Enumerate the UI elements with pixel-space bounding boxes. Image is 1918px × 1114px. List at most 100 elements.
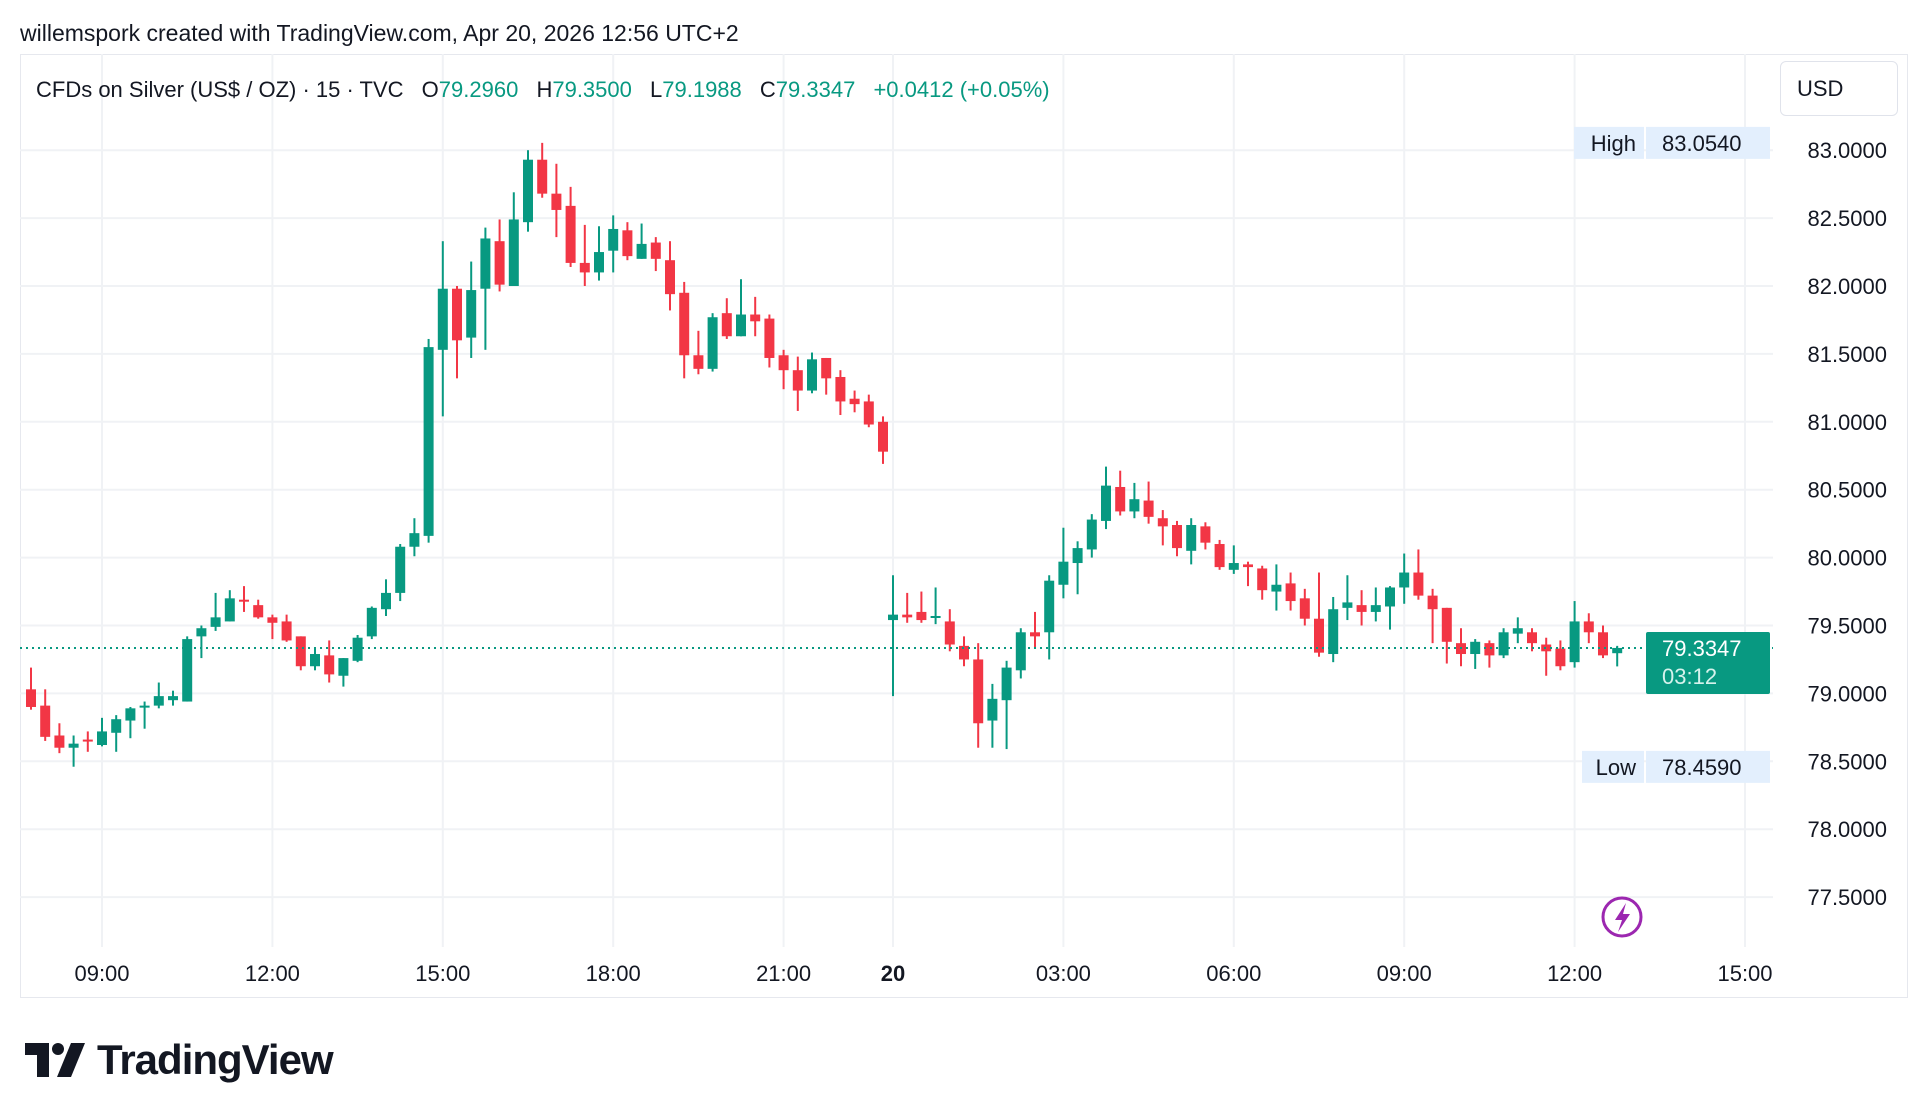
currency-button[interactable]: USD	[1780, 61, 1898, 116]
candle[interactable]	[1172, 520, 1182, 557]
candle[interactable]	[579, 224, 590, 286]
candle[interactable]	[835, 370, 846, 416]
candle[interactable]	[1186, 518, 1197, 565]
candle[interactable]	[1370, 587, 1381, 622]
candle[interactable]	[1527, 628, 1537, 652]
candle[interactable]	[1427, 588, 1438, 644]
candle[interactable]	[1598, 625, 1608, 659]
candle[interactable]	[1101, 466, 1111, 530]
candle[interactable]	[196, 625, 207, 659]
candle[interactable]	[1314, 572, 1324, 657]
alert-lightning-icon[interactable]	[1601, 896, 1643, 938]
candle[interactable]	[1356, 590, 1367, 626]
candle[interactable]	[1271, 564, 1282, 611]
candle[interactable]	[54, 723, 65, 754]
candle[interactable]	[480, 227, 491, 350]
candle[interactable]	[551, 163, 562, 238]
candle[interactable]	[849, 390, 860, 413]
candle[interactable]	[916, 591, 927, 623]
candle[interactable]	[959, 636, 969, 667]
candle[interactable]	[888, 575, 898, 697]
candle[interactable]	[111, 715, 122, 752]
candle[interactable]	[1072, 541, 1083, 595]
candle[interactable]	[1115, 470, 1126, 516]
candle[interactable]	[1498, 628, 1509, 659]
candle[interactable]	[253, 599, 264, 619]
candle[interactable]	[210, 592, 221, 631]
candle[interactable]	[452, 286, 462, 379]
candle[interactable]	[1143, 481, 1154, 524]
candle[interactable]	[1541, 637, 1552, 676]
candle[interactable]	[650, 237, 661, 272]
tradingview-logo[interactable]: TradingView	[25, 1036, 334, 1084]
candle[interactable]	[281, 614, 292, 642]
candle[interactable]	[1399, 553, 1410, 604]
candle[interactable]	[693, 330, 704, 375]
candle[interactable]	[1512, 617, 1523, 644]
candle[interactable]	[1257, 565, 1268, 600]
candle[interactable]	[40, 689, 51, 741]
candle[interactable]	[125, 706, 136, 739]
candle[interactable]	[707, 313, 718, 372]
candle[interactable]	[1030, 611, 1040, 648]
candle[interactable]	[423, 338, 434, 543]
candle[interactable]	[182, 636, 193, 702]
candle[interactable]	[224, 590, 235, 622]
candle[interactable]	[1413, 549, 1424, 600]
candle[interactable]	[310, 648, 320, 671]
candle[interactable]	[1200, 522, 1211, 550]
candle[interactable]	[338, 658, 349, 687]
candle[interactable]	[778, 349, 789, 390]
candle[interactable]	[1299, 588, 1310, 626]
candle[interactable]	[1015, 628, 1026, 679]
candle[interactable]	[97, 717, 107, 747]
candle[interactable]	[26, 667, 36, 710]
candle[interactable]	[395, 544, 406, 602]
candle[interactable]	[721, 298, 732, 339]
candle[interactable]	[1157, 510, 1168, 546]
candle[interactable]	[1441, 607, 1452, 664]
candle[interactable]	[466, 261, 477, 358]
candle[interactable]	[1129, 482, 1140, 519]
candle[interactable]	[565, 186, 576, 267]
candle[interactable]	[267, 614, 278, 640]
candle[interactable]	[1470, 639, 1481, 669]
candle[interactable]	[622, 222, 633, 261]
candle[interactable]	[1569, 601, 1580, 668]
candle[interactable]	[1285, 572, 1296, 611]
candle[interactable]	[82, 731, 93, 752]
candle[interactable]	[764, 314, 775, 368]
candle[interactable]	[1612, 645, 1623, 667]
candle[interactable]	[665, 241, 675, 311]
candle[interactable]	[792, 356, 803, 411]
candle[interactable]	[1214, 539, 1225, 570]
candle[interactable]	[295, 636, 306, 671]
candle[interactable]	[1583, 613, 1594, 644]
candle[interactable]	[636, 223, 647, 259]
candle[interactable]	[944, 609, 955, 652]
candle[interactable]	[381, 579, 391, 616]
candle[interactable]	[750, 296, 761, 337]
candle[interactable]	[973, 643, 984, 748]
candle[interactable]	[1086, 514, 1097, 558]
candle[interactable]	[878, 416, 888, 464]
candle[interactable]	[537, 142, 548, 198]
candle[interactable]	[1243, 561, 1253, 587]
candle[interactable]	[1328, 596, 1339, 663]
candle[interactable]	[807, 352, 817, 394]
candle[interactable]	[1058, 527, 1069, 599]
candle[interactable]	[679, 281, 690, 379]
candle[interactable]	[736, 279, 746, 337]
candle[interactable]	[239, 586, 249, 612]
candle[interactable]	[68, 735, 79, 767]
candle[interactable]	[409, 518, 420, 557]
candle[interactable]	[1228, 545, 1239, 574]
candle[interactable]	[863, 394, 874, 428]
candle[interactable]	[821, 357, 832, 395]
candle[interactable]	[366, 606, 377, 640]
candle[interactable]	[902, 592, 913, 623]
candle[interactable]	[139, 701, 150, 729]
candle[interactable]	[1342, 575, 1353, 621]
candle[interactable]	[523, 150, 533, 232]
